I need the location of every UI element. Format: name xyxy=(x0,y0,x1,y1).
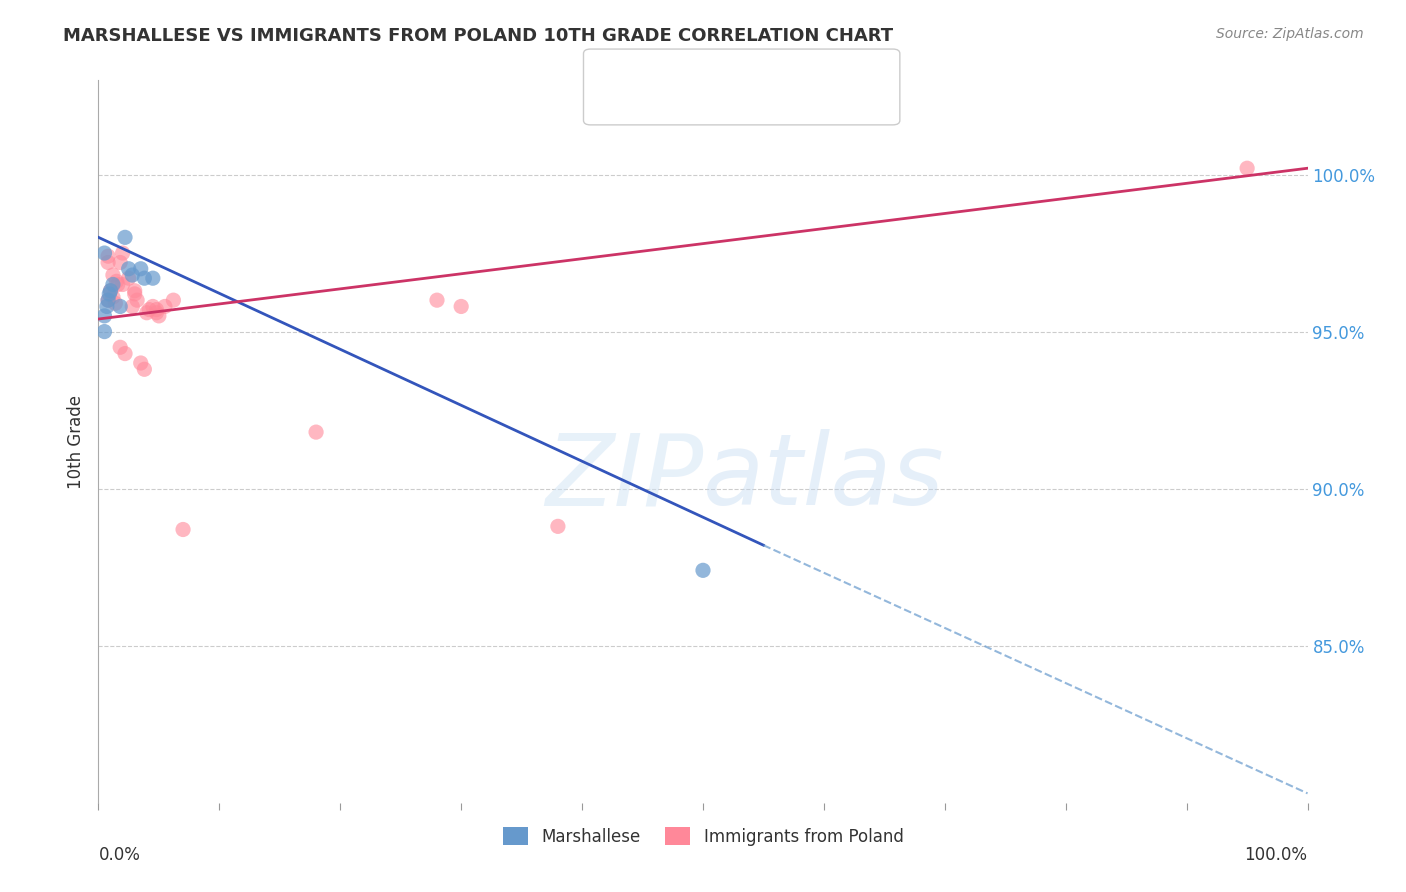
Point xyxy=(97,255,120,269)
Text: 16: 16 xyxy=(799,54,821,71)
Y-axis label: 10th Grade: 10th Grade xyxy=(66,394,84,489)
Text: 100.0%: 100.0% xyxy=(1244,847,1308,864)
Point xyxy=(93,246,115,260)
Text: atlas: atlas xyxy=(703,429,945,526)
Point xyxy=(100,284,122,298)
Point xyxy=(121,268,143,282)
Point xyxy=(153,300,176,314)
Point xyxy=(101,290,124,304)
Text: MARSHALLESE VS IMMIGRANTS FROM POLAND 10TH GRADE CORRELATION CHART: MARSHALLESE VS IMMIGRANTS FROM POLAND 10… xyxy=(63,27,893,45)
Point xyxy=(101,277,124,292)
Text: R =: R = xyxy=(633,54,669,71)
Point xyxy=(134,271,156,285)
Point xyxy=(450,300,472,314)
Point xyxy=(100,284,122,298)
Point xyxy=(129,356,152,370)
Point xyxy=(118,271,141,285)
Text: N =: N = xyxy=(748,54,785,71)
Point xyxy=(93,325,115,339)
Point xyxy=(111,277,134,292)
Point xyxy=(98,286,121,301)
Point xyxy=(104,296,127,310)
Point xyxy=(142,271,165,285)
Point xyxy=(692,563,714,577)
Point xyxy=(101,268,124,282)
Point xyxy=(134,362,156,376)
Point xyxy=(93,309,115,323)
Point xyxy=(138,302,160,317)
Legend: Marshallese, Immigrants from Poland: Marshallese, Immigrants from Poland xyxy=(496,821,910,852)
Point xyxy=(97,293,120,308)
Point xyxy=(96,300,118,314)
Point xyxy=(547,519,569,533)
Point xyxy=(111,246,134,260)
Point xyxy=(145,302,167,317)
Text: N =: N = xyxy=(748,89,785,107)
Point xyxy=(162,293,184,308)
Point xyxy=(121,300,143,314)
Text: R =: R = xyxy=(633,89,669,107)
Point xyxy=(124,284,146,298)
Point xyxy=(108,300,131,314)
Point xyxy=(105,274,128,288)
Point xyxy=(97,293,120,308)
Point xyxy=(97,249,120,263)
Text: ZIP: ZIP xyxy=(544,429,703,526)
Point xyxy=(107,277,129,292)
Text: Source: ZipAtlas.com: Source: ZipAtlas.com xyxy=(1216,27,1364,41)
Point xyxy=(124,286,146,301)
Text: 35: 35 xyxy=(799,89,821,107)
Point xyxy=(148,309,170,323)
Point xyxy=(118,261,141,276)
Point xyxy=(108,255,131,269)
Point xyxy=(1236,161,1258,176)
Point xyxy=(129,261,152,276)
Point xyxy=(145,306,167,320)
Point xyxy=(172,523,194,537)
Text: 0.0%: 0.0% xyxy=(98,847,141,864)
Point xyxy=(142,300,165,314)
Point xyxy=(135,306,157,320)
Point xyxy=(114,230,136,244)
Text: ■: ■ xyxy=(607,88,626,107)
Text: -0.612: -0.612 xyxy=(686,54,745,71)
Point xyxy=(127,293,149,308)
Point xyxy=(426,293,449,308)
Point xyxy=(305,425,328,439)
Text: ■: ■ xyxy=(607,53,626,71)
Point xyxy=(108,340,131,354)
Text: 0.375: 0.375 xyxy=(686,89,738,107)
Point xyxy=(114,346,136,360)
